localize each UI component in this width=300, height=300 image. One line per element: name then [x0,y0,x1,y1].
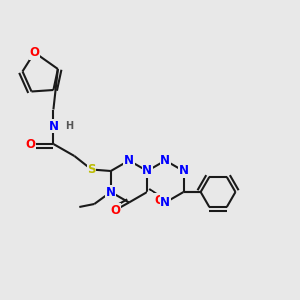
Text: N: N [160,154,170,167]
Text: N: N [124,154,134,167]
Text: N: N [124,154,134,167]
Text: O: O [29,46,40,59]
Text: N: N [106,185,116,199]
Text: N: N [142,164,152,178]
Text: N: N [48,119,59,133]
Text: S: S [87,163,96,176]
Text: N: N [160,196,170,209]
Text: N: N [178,164,189,178]
Text: O: O [110,203,121,217]
Text: H: H [65,121,74,131]
Text: O: O [25,137,35,151]
Text: N: N [178,164,189,178]
Text: O: O [155,194,165,207]
